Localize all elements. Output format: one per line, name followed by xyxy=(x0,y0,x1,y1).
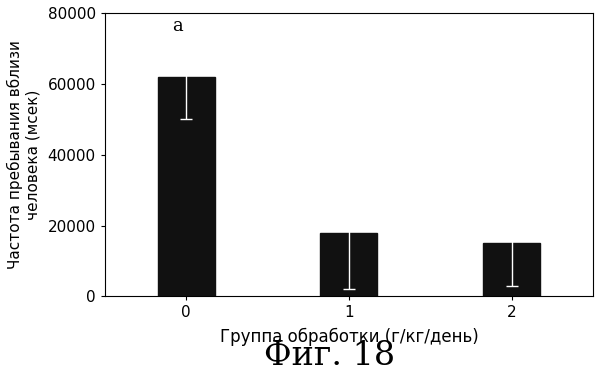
Bar xyxy=(483,243,540,296)
Bar xyxy=(158,77,215,296)
X-axis label: Группа обработки (г/кг/день): Группа обработки (г/кг/день) xyxy=(220,328,478,345)
Y-axis label: Частота пребывания вблизи
человека (мсек): Частота пребывания вблизи человека (мсек… xyxy=(7,40,41,269)
Text: Фиг. 18: Фиг. 18 xyxy=(265,340,395,372)
Bar xyxy=(320,233,377,296)
Text: a: a xyxy=(173,17,184,35)
